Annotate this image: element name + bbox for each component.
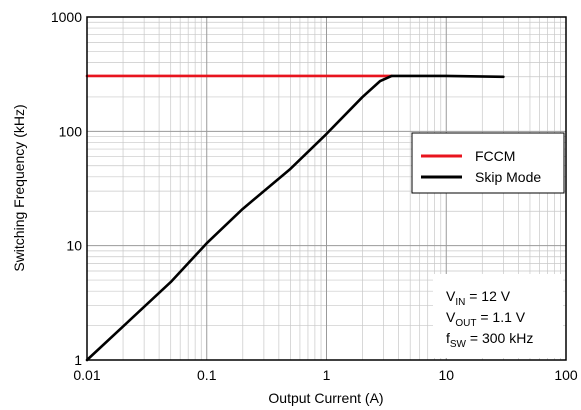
legend-label-fccm: FCCM — [475, 148, 515, 164]
y-tick-label: 10 — [66, 238, 82, 254]
y-tick-label: 1000 — [51, 9, 82, 25]
y-tick-label: 100 — [59, 123, 83, 139]
x-axis-title: Output Current (A) — [268, 390, 383, 406]
conditions-box — [433, 274, 563, 358]
plot-frame — [86, 16, 567, 361]
x-tick-labels: 0.01 0.1 1 10 100 — [73, 367, 578, 383]
condition-fsw: fSW = 300 kHz — [446, 330, 533, 350]
legend-box — [411, 132, 565, 194]
x-tick-label: 1 — [323, 367, 331, 383]
condition-vout: VOUT = 1.1 V — [446, 309, 526, 329]
y-axis-title: Switching Frequency (kHz) — [11, 104, 27, 271]
conditions-annotation: VIN = 12 V VOUT = 1.1 V fSW = 300 kHz — [433, 274, 563, 358]
x-tick-label: 10 — [438, 367, 454, 383]
y-tick-labels: 1 10 100 1000 — [51, 9, 82, 368]
x-tick-label: 0.1 — [197, 367, 217, 383]
legend-label-skip-mode: Skip Mode — [475, 169, 541, 185]
y-tick-label: 1 — [74, 352, 82, 368]
legend: FCCM Skip Mode — [411, 132, 565, 194]
series-layer — [85, 74, 505, 362]
condition-vin: VIN = 12 V — [446, 288, 511, 308]
x-tick-label: 0.01 — [73, 367, 100, 383]
series-line-skip-mode — [85, 74, 505, 362]
x-tick-label: 100 — [554, 367, 578, 383]
